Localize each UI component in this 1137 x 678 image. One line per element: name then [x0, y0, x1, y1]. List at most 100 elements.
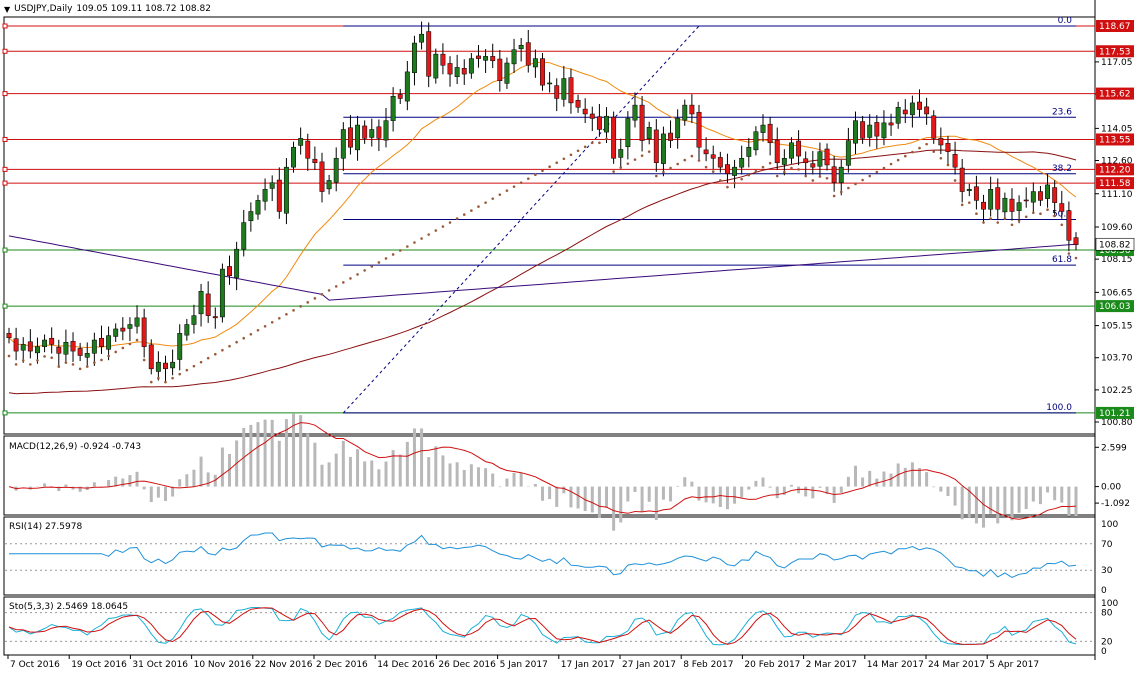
candle-body	[952, 154, 958, 168]
candle-body	[596, 116, 602, 130]
candle-body	[13, 338, 19, 352]
candle-body	[219, 268, 225, 318]
sar-dot	[811, 179, 815, 182]
candle-body	[724, 164, 730, 175]
candle-body	[525, 42, 531, 66]
candle-body	[141, 317, 147, 347]
candle-body	[803, 158, 809, 163]
sar-dot	[747, 173, 751, 177]
sar-dot	[477, 205, 480, 208]
sar-dot	[946, 163, 950, 167]
candle-body	[781, 158, 787, 165]
candle-body	[902, 109, 908, 115]
symbol-label: USDJPY,Daily	[14, 4, 73, 14]
rsi-tick-label: 30	[1101, 566, 1113, 576]
sar-dot	[292, 309, 295, 312]
candle-body	[895, 107, 901, 124]
sar-dot	[626, 162, 630, 165]
sar-dot	[78, 367, 82, 371]
sar-dot	[406, 245, 409, 248]
sar-dot	[370, 265, 374, 268]
sar-dot	[761, 165, 765, 169]
candle-body	[404, 71, 410, 102]
candle-body	[845, 140, 851, 166]
candle-body	[56, 346, 62, 354]
candle-body	[347, 127, 353, 148]
sar-dot	[14, 363, 18, 366]
sar-dot	[93, 361, 96, 364]
fib-ratio-label: 100.0	[1046, 403, 1072, 413]
sar-dot	[121, 346, 125, 350]
candle-body	[639, 104, 645, 141]
candle-body	[412, 42, 417, 74]
sar-dot	[982, 221, 985, 224]
stoch-tick-label: 80	[1101, 609, 1113, 619]
candle-body	[582, 108, 588, 115]
sar-dot	[114, 350, 117, 354]
candle-body	[148, 344, 154, 370]
candle-body	[511, 49, 517, 65]
date-tick-label: 14 Dec 2016	[377, 660, 435, 670]
candle-body	[241, 222, 247, 250]
sar-dot	[199, 360, 203, 364]
candle-body	[973, 186, 979, 201]
sar-dot	[242, 336, 246, 340]
candle-body	[675, 118, 681, 139]
candle-body	[696, 111, 702, 148]
sar-dot	[36, 359, 39, 362]
candle-body	[234, 248, 240, 278]
sar-dot	[1010, 223, 1014, 227]
sar-dot	[100, 358, 103, 362]
date-tick-label: 14 Mar 2017	[867, 660, 924, 670]
sar-dot	[278, 316, 281, 320]
candle-body	[796, 140, 802, 157]
sar-dot	[939, 156, 943, 160]
sar-dot	[213, 352, 217, 356]
candle-body	[163, 362, 168, 370]
sar-dot	[349, 277, 352, 280]
candle-body	[369, 129, 375, 138]
candle-body	[155, 361, 161, 372]
sar-dot	[270, 320, 274, 324]
fib-ratio-label: 23.6	[1052, 107, 1072, 117]
level-anchor	[2, 23, 8, 29]
candle-body	[1016, 202, 1022, 211]
candle-body	[739, 158, 745, 168]
sar-dot	[733, 181, 736, 185]
stoch-tick-label: 100	[1101, 599, 1118, 609]
candle-body	[305, 140, 311, 159]
candle-body	[532, 58, 538, 68]
sar-dot	[313, 297, 317, 300]
sar-dot	[327, 289, 331, 292]
candle-body	[547, 82, 553, 85]
candle-body	[1023, 199, 1029, 202]
triangle-down-icon[interactable]: ▼	[4, 4, 11, 14]
sar-dot	[462, 213, 466, 216]
candle-body	[838, 166, 844, 183]
level-price-tag	[1096, 133, 1134, 146]
sar-dot	[896, 158, 900, 162]
sar-dot	[1046, 208, 1049, 212]
candle-body	[682, 104, 688, 121]
sar-dot	[334, 285, 338, 288]
date-tick-label: 24 Mar 2017	[928, 660, 985, 670]
candle-body	[618, 149, 624, 158]
level-price-label: 111.58	[1099, 179, 1131, 189]
price-tick-label: 117.05	[1101, 58, 1133, 68]
sar-dot	[854, 182, 857, 186]
candle-body	[70, 341, 76, 352]
panel-frame-macd	[3, 435, 1096, 516]
sar-dot	[505, 189, 509, 192]
candle-body	[255, 200, 261, 215]
level-price-tag	[1096, 45, 1134, 58]
sar-dot	[875, 170, 879, 174]
sar-dot	[711, 170, 715, 173]
candle-body	[689, 104, 695, 115]
level-price-tag	[1096, 87, 1134, 100]
sar-dot	[832, 194, 836, 198]
sar-dot	[960, 203, 964, 207]
sar-dot	[185, 368, 189, 372]
macd-signal-line	[8, 422, 1077, 520]
sar-dot	[192, 364, 196, 368]
